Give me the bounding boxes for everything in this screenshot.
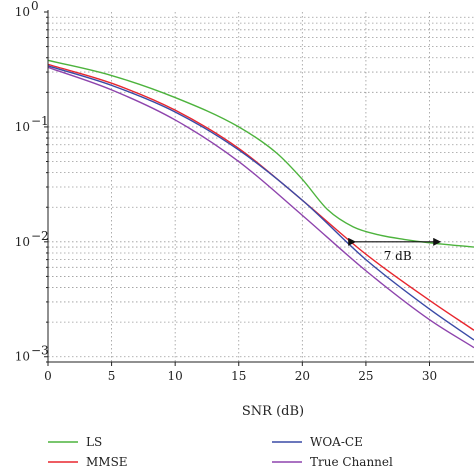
axes-frame — [44, 10, 474, 366]
x-axis-label: SNR (dB) — [242, 404, 304, 419]
legend-item-mmse: MMSE — [48, 455, 128, 469]
x-tick-label-4: 20 — [295, 369, 310, 383]
y-tick-label-2: 10 — [15, 235, 30, 249]
y-tick-label-1: 10 — [15, 120, 30, 134]
legend-item-woa-ce: WOA-CE — [272, 435, 363, 449]
annotation-text-0: 7 dB — [384, 249, 412, 263]
grid — [48, 12, 474, 363]
y-tick-label-3: 10 — [15, 350, 30, 364]
y-tick-exponent-2: −2 — [31, 229, 49, 243]
legend-label-true-channel: True Channel — [310, 455, 393, 469]
series-line-true-channel — [47, 66, 474, 349]
x-tick-label-0: 0 — [44, 369, 52, 383]
legend-label-woa-ce: WOA-CE — [310, 435, 363, 449]
annotations: 7 dB — [348, 237, 442, 263]
x-tick-label-5: 25 — [358, 369, 373, 383]
legend-item-true-channel: True Channel — [272, 455, 393, 469]
x-tick-label-2: 10 — [168, 369, 183, 383]
y-tick-exponent-0: 0 — [31, 0, 39, 13]
legend-item-ls: LS — [48, 435, 102, 449]
legend: LS MMSE WOA-CE True Channel — [48, 435, 393, 469]
x-tick-label-6: 30 — [422, 369, 437, 383]
legend-label-ls: LS — [86, 435, 102, 449]
y-tick-exponent-1: −1 — [31, 114, 49, 128]
y-tick-label-0: 10 — [15, 5, 30, 19]
x-tick-label-1: 5 — [108, 369, 116, 383]
y-tick-exponent-3: −3 — [31, 344, 49, 358]
x-tick-label-3: 15 — [231, 369, 246, 383]
legend-label-mmse: MMSE — [86, 455, 128, 469]
series-line-woa-ce — [47, 65, 474, 341]
